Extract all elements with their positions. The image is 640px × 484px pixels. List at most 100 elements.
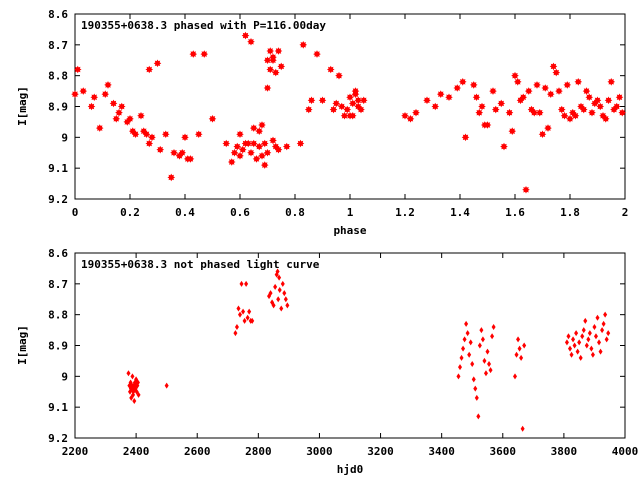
raw-data-point	[459, 354, 464, 361]
raw-data-point	[282, 290, 287, 297]
phased-data-point	[478, 102, 486, 111]
raw-x-tick-label: 3000	[306, 445, 333, 458]
phased-data-point	[101, 90, 110, 98]
phased-x-tick-label: 1.2	[395, 206, 415, 219]
phased-data-point	[612, 102, 621, 111]
phased-data-point	[566, 115, 574, 123]
raw-data-point	[581, 327, 586, 334]
phased-data-point	[549, 62, 558, 71]
raw-data-point	[491, 324, 496, 330]
phased-data-point	[247, 37, 255, 46]
phased-data-point	[511, 71, 519, 80]
phased-data-point	[491, 105, 500, 114]
phased-data-point	[601, 115, 610, 123]
phased-data-point	[497, 99, 506, 108]
raw-data-point	[587, 330, 592, 337]
phased-data-point	[500, 142, 508, 151]
phased-data-point	[348, 99, 357, 108]
raw-data-point	[473, 385, 478, 392]
phased-data-point	[357, 105, 365, 114]
raw-data-point	[465, 330, 470, 337]
phased-y-tick-label: 8.8	[48, 70, 68, 83]
raw-x-tick-label: 4000	[612, 445, 639, 458]
raw-data-point	[514, 351, 519, 358]
phased-data-point	[401, 111, 409, 120]
raw-x-label: hjd0	[337, 463, 364, 476]
phased-data-point	[73, 65, 82, 74]
phased-data-point	[236, 130, 244, 139]
phased-data-point	[104, 81, 112, 89]
phased-data-point	[307, 96, 316, 105]
raw-data-point	[277, 287, 282, 293]
phased-data-point	[170, 148, 178, 157]
phased-data-point	[263, 56, 272, 65]
phased-data-point	[90, 93, 99, 102]
phased-y-tick-label: 8.9	[48, 101, 68, 114]
phased-data-point	[351, 87, 360, 95]
phased-data-point	[304, 105, 313, 114]
raw-data-point	[583, 317, 588, 324]
phased-data-point	[260, 139, 269, 148]
phased-data-point	[236, 152, 244, 160]
raw-data-point	[603, 311, 608, 318]
phased-data-point	[604, 96, 613, 105]
phased-data-point	[189, 50, 198, 58]
raw-data-point	[513, 373, 517, 380]
raw-data-point	[273, 283, 278, 290]
phased-data-point	[453, 84, 462, 92]
phased-data-point	[472, 93, 481, 102]
phased-data-point	[222, 139, 231, 148]
phased-data-point	[475, 108, 484, 117]
raw-x-tick-label: 2200	[62, 445, 89, 458]
raw-data-point	[482, 357, 487, 364]
raw-x-tick-label: 3200	[367, 445, 394, 458]
raw-data-point	[461, 345, 466, 352]
phased-data-point	[145, 139, 154, 148]
phased-data-point	[571, 111, 580, 120]
phased-data-point	[560, 111, 569, 120]
phased-data-point	[469, 81, 478, 89]
raw-data-point	[467, 351, 472, 358]
phased-data-point	[266, 47, 275, 55]
phased-x-tick-label: 0.2	[120, 206, 140, 219]
phased-data-point	[519, 93, 528, 102]
phased-x-tick-label: 0	[72, 206, 79, 219]
phased-y-tick-label: 8.6	[48, 8, 68, 21]
phased-data-point	[618, 108, 627, 117]
phased-data-point	[274, 145, 283, 154]
raw-data-point	[242, 317, 247, 324]
phased-data-point	[522, 185, 530, 194]
raw-data-point	[595, 314, 600, 321]
phased-data-point	[200, 50, 209, 58]
raw-title: 190355+0638.3 not phased light curve	[81, 258, 320, 271]
raw-data-point	[474, 394, 479, 401]
phased-data-point	[238, 145, 247, 154]
phased-x-tick-label: 1.6	[505, 206, 525, 219]
raw-y-label: I[mag]	[16, 325, 29, 365]
raw-data-point	[136, 391, 141, 398]
phased-y-tick-label: 9.2	[48, 193, 68, 206]
phased-plot-frame	[74, 13, 626, 200]
phased-data-point	[161, 130, 170, 139]
raw-data-point	[606, 330, 611, 337]
phased-data-point	[359, 96, 368, 105]
phased-data-point	[112, 115, 121, 123]
phased-data-point	[436, 90, 445, 98]
phased-data-point	[277, 62, 286, 71]
raw-plot-frame	[74, 252, 626, 439]
phased-data-point	[593, 96, 602, 105]
phased-data-point	[186, 155, 195, 163]
raw-x-tick-label: 3600	[490, 445, 517, 458]
raw-data-point	[283, 296, 288, 303]
phased-data-point	[87, 102, 96, 111]
phased-data-point	[348, 111, 357, 120]
raw-data-point	[601, 320, 606, 327]
phased-data-point	[282, 142, 291, 151]
raw-data-point	[130, 373, 135, 380]
raw-data-point	[520, 425, 525, 432]
raw-data-point	[589, 345, 594, 352]
raw-data-point	[245, 314, 250, 321]
phased-data-point	[269, 136, 277, 145]
raw-x-tick-label: 3800	[551, 445, 578, 458]
phased-data-point	[194, 130, 203, 139]
